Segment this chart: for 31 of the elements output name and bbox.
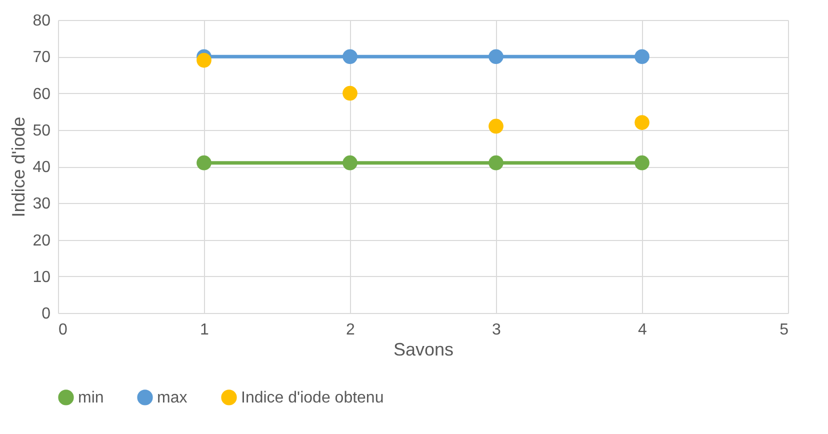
y-tick-label: 80 — [32, 12, 51, 30]
point — [196, 155, 212, 170]
y-tick-label: 70 — [32, 49, 51, 66]
legend-label: Indice d'iode obtenu — [241, 389, 384, 406]
point — [634, 155, 650, 170]
legend-label: min — [78, 389, 104, 406]
point — [196, 52, 212, 68]
x-tick-label: 2 — [346, 322, 356, 338]
x-axis-title: Savons — [393, 340, 454, 360]
y-tick-label: 30 — [32, 196, 51, 213]
x-tick-label: 5 — [780, 322, 789, 338]
x-tick-label: 0 — [58, 322, 68, 338]
point — [488, 49, 504, 64]
point — [342, 155, 358, 170]
point — [634, 115, 650, 130]
legend-label: max — [157, 389, 188, 406]
x-tick-label: 1 — [200, 322, 210, 338]
y-tick-label: 10 — [32, 268, 51, 286]
x-tick-label: 3 — [492, 322, 502, 338]
y-tick-label: 40 — [32, 159, 51, 176]
point — [634, 49, 650, 64]
y-tick-label: 20 — [32, 232, 51, 250]
x-tick-label: 4 — [638, 322, 648, 338]
point — [488, 118, 504, 134]
y-tick-label: 60 — [32, 86, 51, 103]
point — [342, 86, 358, 101]
y-tick-label: 50 — [32, 122, 51, 140]
point — [488, 155, 504, 170]
y-axis-title: Indice d'iode — [8, 116, 29, 218]
point — [342, 49, 358, 64]
y-tick-label: 0 — [42, 306, 51, 322]
